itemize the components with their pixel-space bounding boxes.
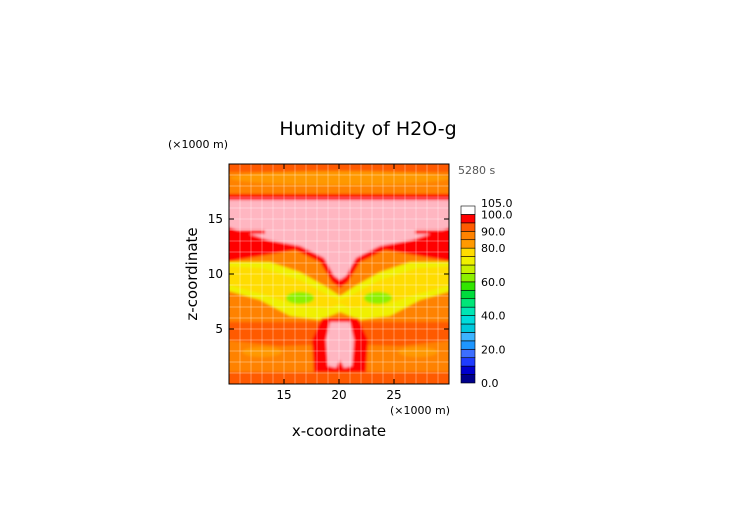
colorbar-tick-label: 60.0 <box>481 276 506 289</box>
y-tick-label: 15 <box>208 212 223 226</box>
heatmap-field <box>229 164 449 384</box>
colorbar-swatch <box>460 298 476 308</box>
colorbar-swatch <box>460 348 476 359</box>
region-lower-pink <box>326 322 354 368</box>
colorbar-tick-label: 90.0 <box>481 225 506 238</box>
colorbar-tick-label: 0.0 <box>481 377 499 390</box>
colorbar-tick-label: 20.0 <box>481 343 506 356</box>
region-green-right <box>364 292 392 304</box>
colorbar-swatch <box>460 340 476 350</box>
colorbar-swatch <box>460 357 476 367</box>
colorbar-swatch <box>460 264 476 274</box>
colorbar-swatch <box>460 323 476 333</box>
x-axis-label: x-coordinate <box>292 422 386 440</box>
x-unit-label: (×1000 m) <box>390 404 450 417</box>
y-unit-label: (×1000 m) <box>168 138 228 151</box>
region-green-left <box>286 292 314 304</box>
region-top-edge <box>229 164 449 172</box>
x-tick-label: 15 <box>276 388 291 402</box>
region-yellow-core <box>229 266 449 308</box>
colorbar-tick-label: 100.0 <box>481 208 513 221</box>
y-axis-label: z-coordinate <box>183 227 201 320</box>
colorbar-swatch <box>460 214 476 224</box>
region-right-streak <box>415 230 449 234</box>
colorbar-swatch <box>460 289 476 300</box>
colorbar-tick-label: 80.0 <box>481 242 506 255</box>
region-top-lighter <box>230 171 449 185</box>
colorbar-swatch <box>460 306 476 316</box>
y-tick-label: 5 <box>215 322 223 336</box>
x-tick-label: 20 <box>331 388 346 402</box>
colorbar-swatch <box>460 230 476 241</box>
colorbar-tick-label: 105.0 <box>481 197 513 210</box>
colorbar-swatch <box>460 273 476 283</box>
x-tick-label: 25 <box>386 388 401 402</box>
colorbar-swatch <box>460 365 476 375</box>
colorbar-swatch <box>460 222 476 232</box>
colorbar-swatch <box>460 374 476 384</box>
region-bottom <box>229 372 449 384</box>
region-lower-left-patch <box>242 347 282 357</box>
colorbar-swatch <box>460 205 476 215</box>
colorbar-swatch <box>460 256 476 266</box>
x-axis: 15 20 25 <box>276 164 402 402</box>
y-axis: 5 10 15 <box>208 212 449 336</box>
region-upper-pink <box>229 200 449 280</box>
grid <box>229 164 449 384</box>
y-tick-label: 10 <box>208 267 223 281</box>
colorbar-swatch <box>460 332 476 342</box>
colorbar-tick-label: 40.0 <box>481 310 506 323</box>
region-lower-right-patch <box>398 347 438 357</box>
colorbar-swatch <box>460 247 476 257</box>
chart-title: Humidity of H2O-g <box>279 118 456 140</box>
time-label: 5280 s <box>458 164 495 177</box>
region-left-streak <box>229 230 265 234</box>
colorbar-swatch <box>460 239 476 249</box>
colorbar-swatch <box>460 315 476 325</box>
colorbar-swatch <box>460 281 476 291</box>
